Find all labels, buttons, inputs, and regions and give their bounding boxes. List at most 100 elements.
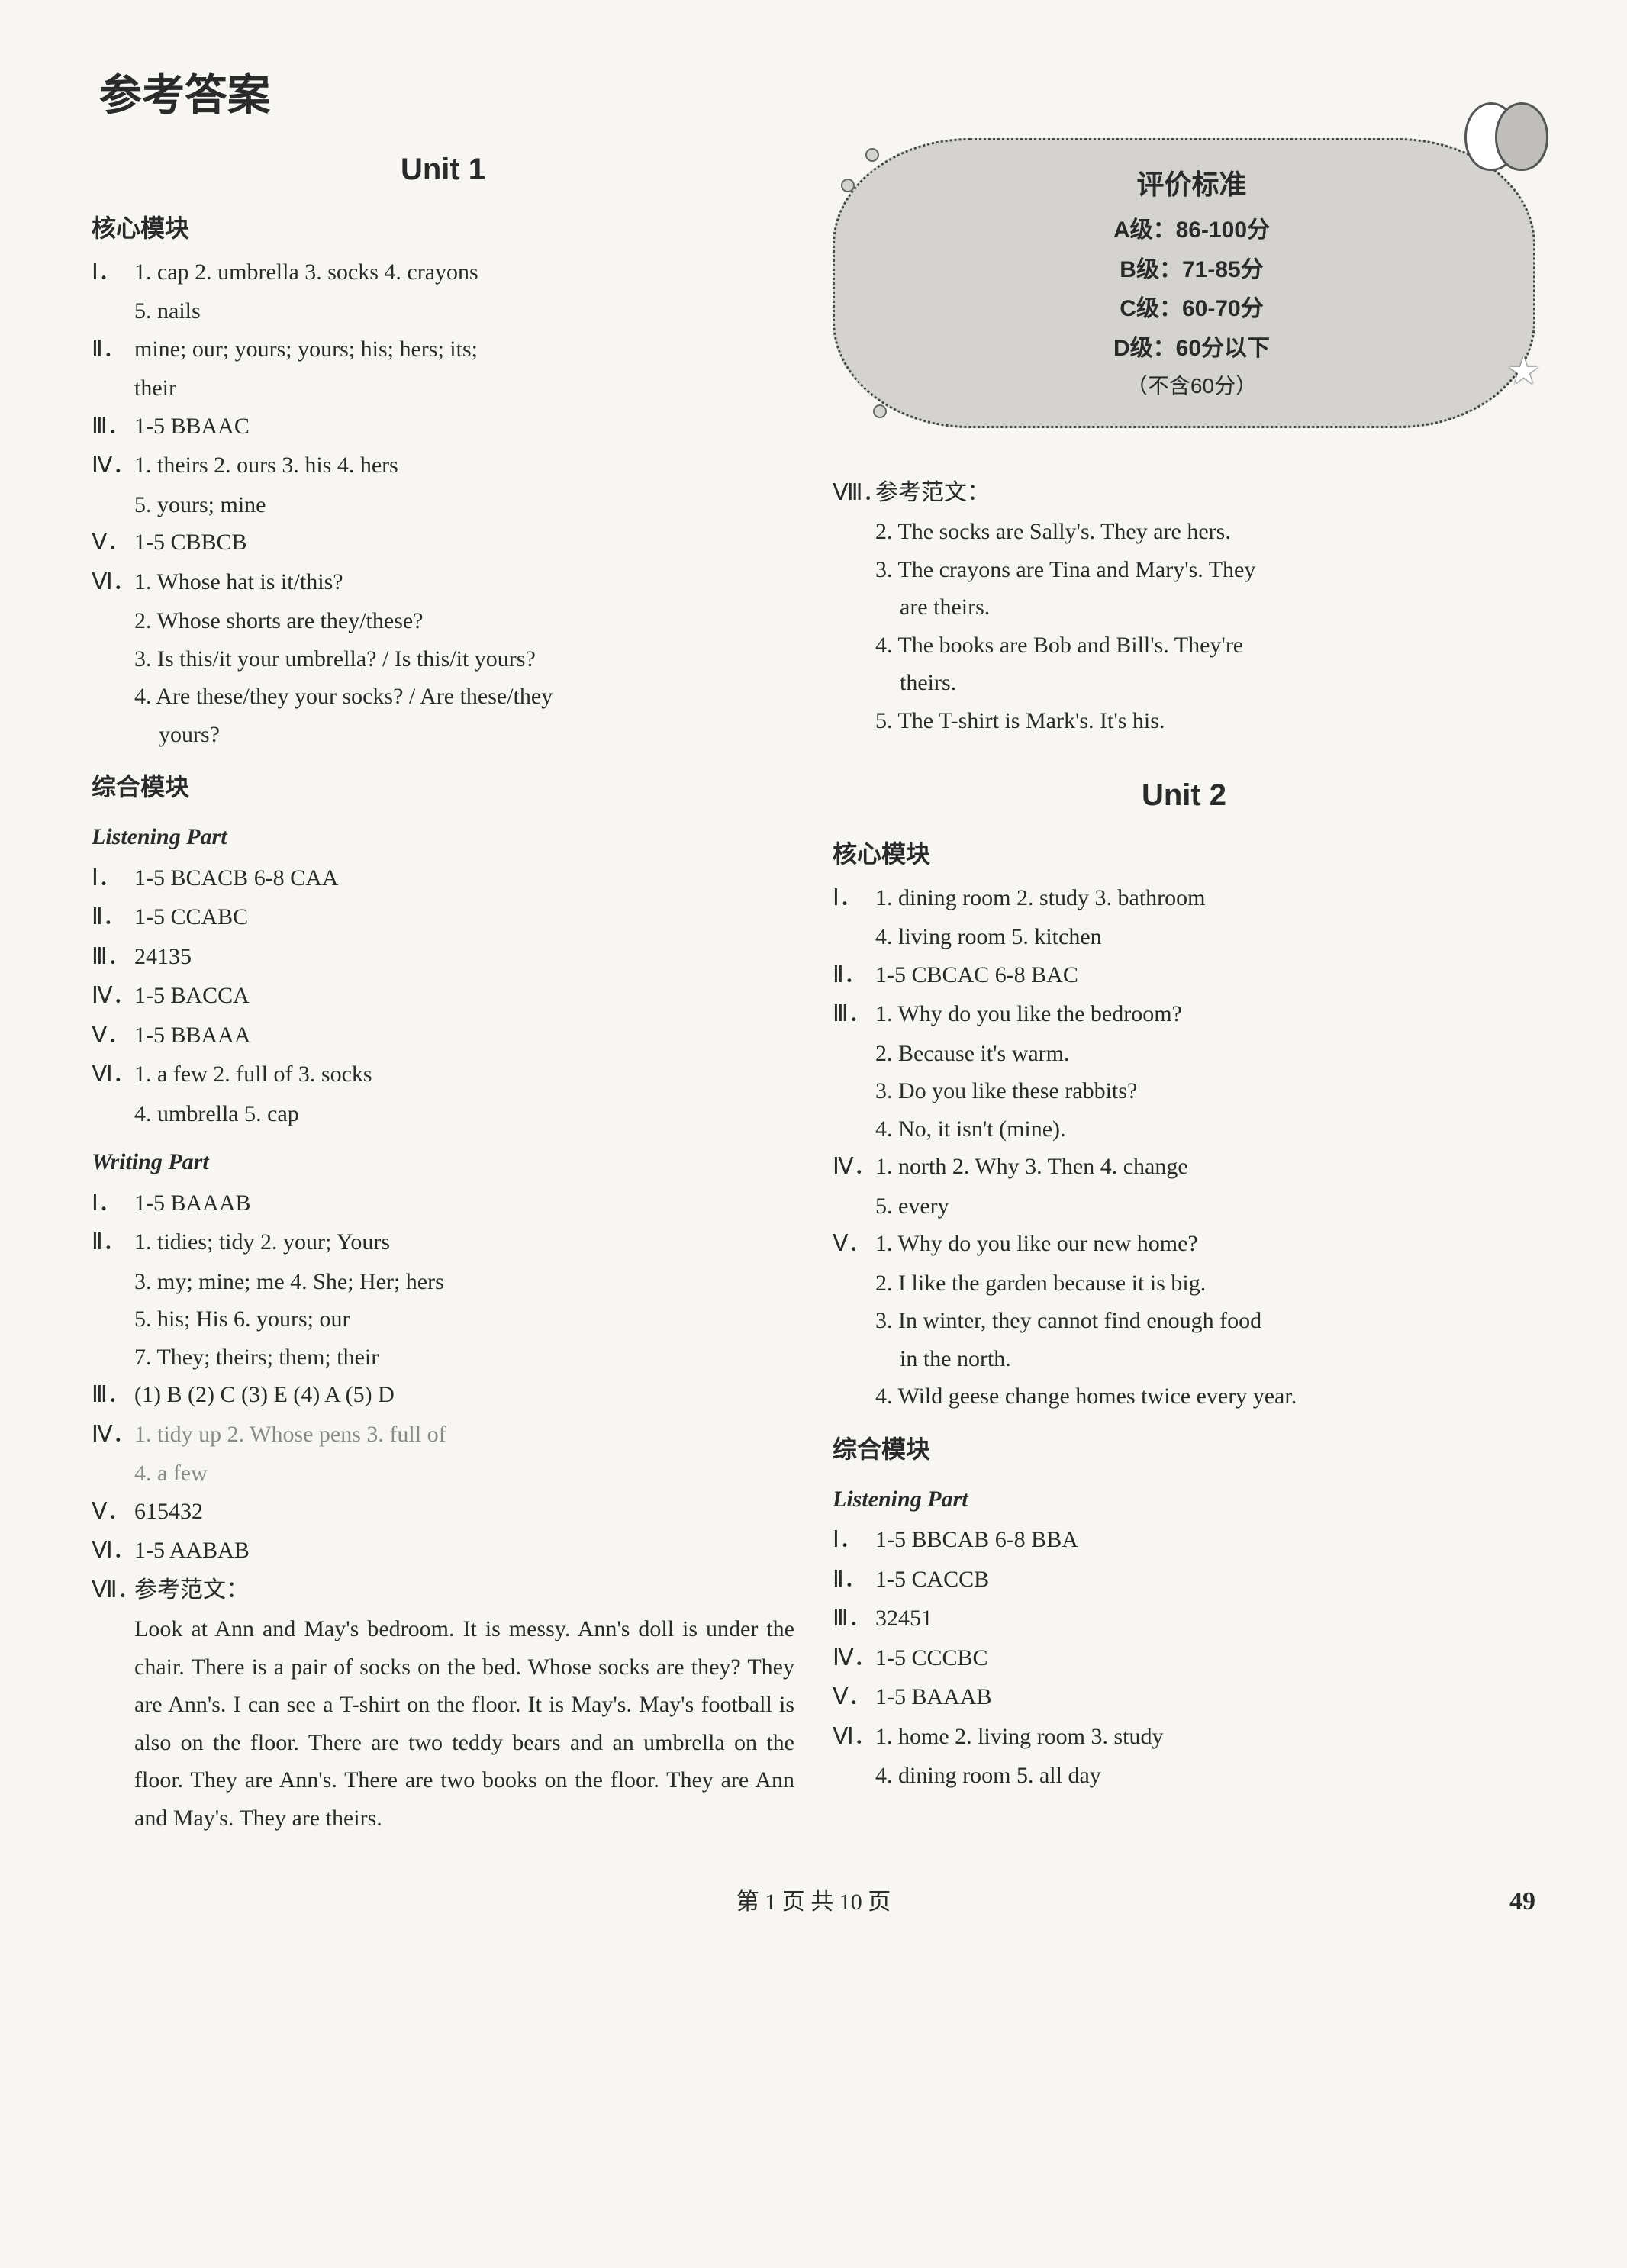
eval-grade-d: D级：60分以下 xyxy=(881,330,1503,368)
right-column: ★ 评价标准 A级：86-100分 B级：71-85分 C级：60-70分 D级… xyxy=(833,138,1535,1837)
answer-content: 4. Wild geese change homes twice every y… xyxy=(833,1377,1535,1416)
roman-numeral: Ⅷ． xyxy=(833,474,875,512)
roman-numeral: Ⅱ． xyxy=(833,956,875,994)
bead-icon xyxy=(841,179,855,192)
answer-row: Ⅲ． 24135 xyxy=(92,938,794,976)
answer-content: 1. Why do you like the bedroom? xyxy=(875,995,1535,1033)
page-number: 49 xyxy=(1509,1887,1535,1916)
unit1-title: Unit 1 xyxy=(92,144,794,195)
bead-icon xyxy=(865,148,879,162)
answer-content: 1. tidies; tidy 2. your; Yours xyxy=(134,1223,794,1261)
answer-row: Ⅲ． 1-5 BBAAC xyxy=(92,408,794,446)
writing-part-header: Writing Part xyxy=(92,1143,794,1181)
answer-content: 4. dining room 5. all day xyxy=(833,1757,1535,1795)
answer-row: Ⅰ． 1-5 BAAAB xyxy=(92,1184,794,1223)
answer-content: 4. a few xyxy=(92,1455,794,1493)
answer-row: Ⅲ． 32451 xyxy=(833,1600,1535,1638)
answer-row: Ⅴ． 1-5 BAAAB xyxy=(833,1678,1535,1716)
roman-numeral: Ⅳ． xyxy=(833,1148,875,1186)
answer-row: Ⅱ． 1-5 CBCAC 6-8 BAC xyxy=(833,956,1535,994)
roman-numeral: Ⅲ． xyxy=(92,938,134,976)
roman-numeral: Ⅲ． xyxy=(833,995,875,1033)
roman-numeral: Ⅲ． xyxy=(833,1600,875,1638)
answer-content: (1) B (2) C (3) E (4) A (5) D xyxy=(134,1376,794,1414)
answer-content: 2. The socks are Sally's. They are hers. xyxy=(833,513,1535,551)
answer-row: Ⅵ． 1. home 2. living room 3. study xyxy=(833,1718,1535,1756)
roman-numeral: Ⅵ． xyxy=(92,1532,134,1570)
answer-content: 5. his; His 6. yours; our xyxy=(92,1300,794,1339)
roman-numeral: Ⅴ． xyxy=(833,1225,875,1263)
answer-content: 3. Do you like these rabbits? xyxy=(833,1072,1535,1110)
answer-row: Ⅲ． (1) B (2) C (3) E (4) A (5) D xyxy=(92,1376,794,1414)
roman-numeral: Ⅲ． xyxy=(92,1376,134,1414)
roman-numeral: Ⅰ． xyxy=(92,859,134,897)
answer-content: 3. Is this/it your umbrella? / Is this/i… xyxy=(92,640,794,678)
answer-row: Ⅴ． 1-5 CBBCB xyxy=(92,524,794,562)
answer-row: Ⅴ． 1. Why do you like our new home? xyxy=(833,1225,1535,1263)
sample-essay-label: 参考范文： xyxy=(134,1571,794,1609)
answer-content: 1. north 2. Why 3. Then 4. change xyxy=(875,1148,1535,1186)
answer-content: 4. umbrella 5. cap xyxy=(92,1095,794,1133)
core-section-header: 核心模块 xyxy=(92,208,794,249)
answer-content: 1-5 BBAAA xyxy=(134,1016,794,1055)
sample-essay-label: 参考范文： xyxy=(875,474,1535,512)
answer-content: 1. Why do you like our new home? xyxy=(875,1225,1535,1263)
answer-content: 2. I like the garden because it is big. xyxy=(833,1264,1535,1303)
roman-numeral: Ⅱ． xyxy=(92,330,134,369)
answer-row: Ⅵ． 1. a few 2. full of 3. socks xyxy=(92,1055,794,1094)
roman-numeral: Ⅴ． xyxy=(833,1678,875,1716)
answer-row: Ⅴ． 1-5 BBAAA xyxy=(92,1016,794,1055)
balloon-icon xyxy=(1464,102,1548,183)
listening-part-header: Listening Part xyxy=(92,818,794,856)
roman-numeral: Ⅳ． xyxy=(92,1416,134,1454)
answer-content: 1. home 2. living room 3. study xyxy=(875,1718,1535,1756)
answer-content: 5. nails xyxy=(92,292,794,330)
answer-row: Ⅰ． 1. dining room 2. study 3. bathroom xyxy=(833,879,1535,917)
answer-content: 1-5 CBCAC 6-8 BAC xyxy=(875,956,1535,994)
answer-content: 1. dining room 2. study 3. bathroom xyxy=(875,879,1535,917)
answer-row: Ⅰ． 1-5 BBCAB 6-8 BBA xyxy=(833,1521,1535,1559)
roman-numeral: Ⅵ． xyxy=(92,563,134,601)
answer-content: 3. my; mine; me 4. She; Her; hers xyxy=(92,1263,794,1301)
answer-row: Ⅲ． 1. Why do you like the bedroom? xyxy=(833,995,1535,1033)
answer-content: 3. The crayons are Tina and Mary's. They xyxy=(833,551,1535,589)
answer-content: 24135 xyxy=(134,938,794,976)
answer-content: 1-5 AABAB xyxy=(134,1532,794,1570)
answer-content: yours? xyxy=(92,716,794,754)
roman-numeral: Ⅳ． xyxy=(92,446,134,485)
answer-content: 1. theirs 2. ours 3. his 4. hers xyxy=(134,446,794,485)
answer-content: 1-5 BACCA xyxy=(134,977,794,1015)
answer-row: Ⅳ． 1-5 BACCA xyxy=(92,977,794,1015)
eval-note: （不含60分） xyxy=(881,369,1503,404)
answer-content: mine; our; yours; yours; his; hers; its; xyxy=(134,330,794,369)
left-column: Unit 1 核心模块 Ⅰ． 1. cap 2. umbrella 3. soc… xyxy=(92,138,794,1837)
answer-row: Ⅱ． mine; our; yours; yours; his; hers; i… xyxy=(92,330,794,369)
answer-row: Ⅳ． 1. tidy up 2. Whose pens 3. full of xyxy=(92,1416,794,1454)
answer-row: Ⅵ． 1. Whose hat is it/this? xyxy=(92,563,794,601)
answer-content: their xyxy=(92,369,794,408)
answer-row: Ⅷ． 参考范文： xyxy=(833,474,1535,512)
roman-numeral: Ⅲ． xyxy=(92,408,134,446)
answer-content: 5. yours; mine xyxy=(92,486,794,524)
eval-title: 评价标准 xyxy=(881,162,1503,207)
answer-row: Ⅴ． 615432 xyxy=(92,1493,794,1531)
answer-row: Ⅳ． 1. north 2. Why 3. Then 4. change xyxy=(833,1148,1535,1186)
answer-row: Ⅶ． 参考范文： xyxy=(92,1571,794,1609)
answer-content: 2. Because it's warm. xyxy=(833,1035,1535,1073)
answer-content: 1-5 CCCBC xyxy=(875,1639,1535,1677)
bead-icon xyxy=(873,404,887,418)
page-title: 参考答案 xyxy=(92,61,1535,123)
roman-numeral: Ⅶ． xyxy=(92,1571,134,1609)
answer-row: Ⅱ． 1. tidies; tidy 2. your; Yours xyxy=(92,1223,794,1261)
listening-part-header: Listening Part xyxy=(833,1480,1535,1519)
answer-content: 32451 xyxy=(875,1600,1535,1638)
answer-row: Ⅵ． 1-5 AABAB xyxy=(92,1532,794,1570)
answer-content: 1-5 BAAAB xyxy=(134,1184,794,1223)
answer-row: Ⅳ． 1. theirs 2. ours 3. his 4. hers xyxy=(92,446,794,485)
roman-numeral: Ⅰ． xyxy=(92,1184,134,1223)
answer-row: Ⅰ． 1. cap 2. umbrella 3. socks 4. crayon… xyxy=(92,253,794,292)
answer-content: 1. Whose hat is it/this? xyxy=(134,563,794,601)
roman-numeral: Ⅰ． xyxy=(833,1521,875,1559)
answer-row: Ⅰ． 1-5 BCACB 6-8 CAA xyxy=(92,859,794,897)
answer-content: 1-5 CBBCB xyxy=(134,524,794,562)
